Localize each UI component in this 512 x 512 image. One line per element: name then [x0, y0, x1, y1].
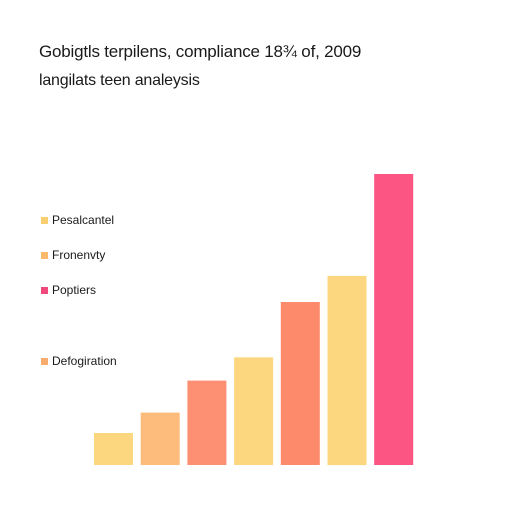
legend-item: Defogiration	[41, 354, 117, 368]
bar	[94, 433, 133, 465]
legend-label: Poptiers	[52, 283, 97, 297]
legend-swatch	[41, 216, 48, 224]
legend-label: Fronenvty	[52, 248, 106, 262]
legend-swatch	[41, 286, 48, 294]
legend-swatch	[41, 357, 48, 365]
legend-item: Poptiers	[41, 283, 96, 297]
bar	[280, 302, 320, 465]
bar	[140, 412, 180, 465]
chart-subtitle: langilats teen analeysis	[39, 72, 200, 89]
bar	[327, 275, 367, 466]
legend-swatch	[41, 251, 48, 259]
bar	[187, 380, 227, 465]
legend-label: Defogiration	[52, 354, 117, 368]
legend-item: Fronenvty	[41, 248, 105, 262]
bar	[234, 357, 274, 465]
chart-title: Gobigtls terpilens, compliance 18¾ of, 2…	[39, 42, 362, 61]
legend-label: Pesalcantel	[52, 213, 115, 227]
bar	[374, 174, 414, 465]
legend-item: Pesalcantel	[41, 213, 114, 227]
